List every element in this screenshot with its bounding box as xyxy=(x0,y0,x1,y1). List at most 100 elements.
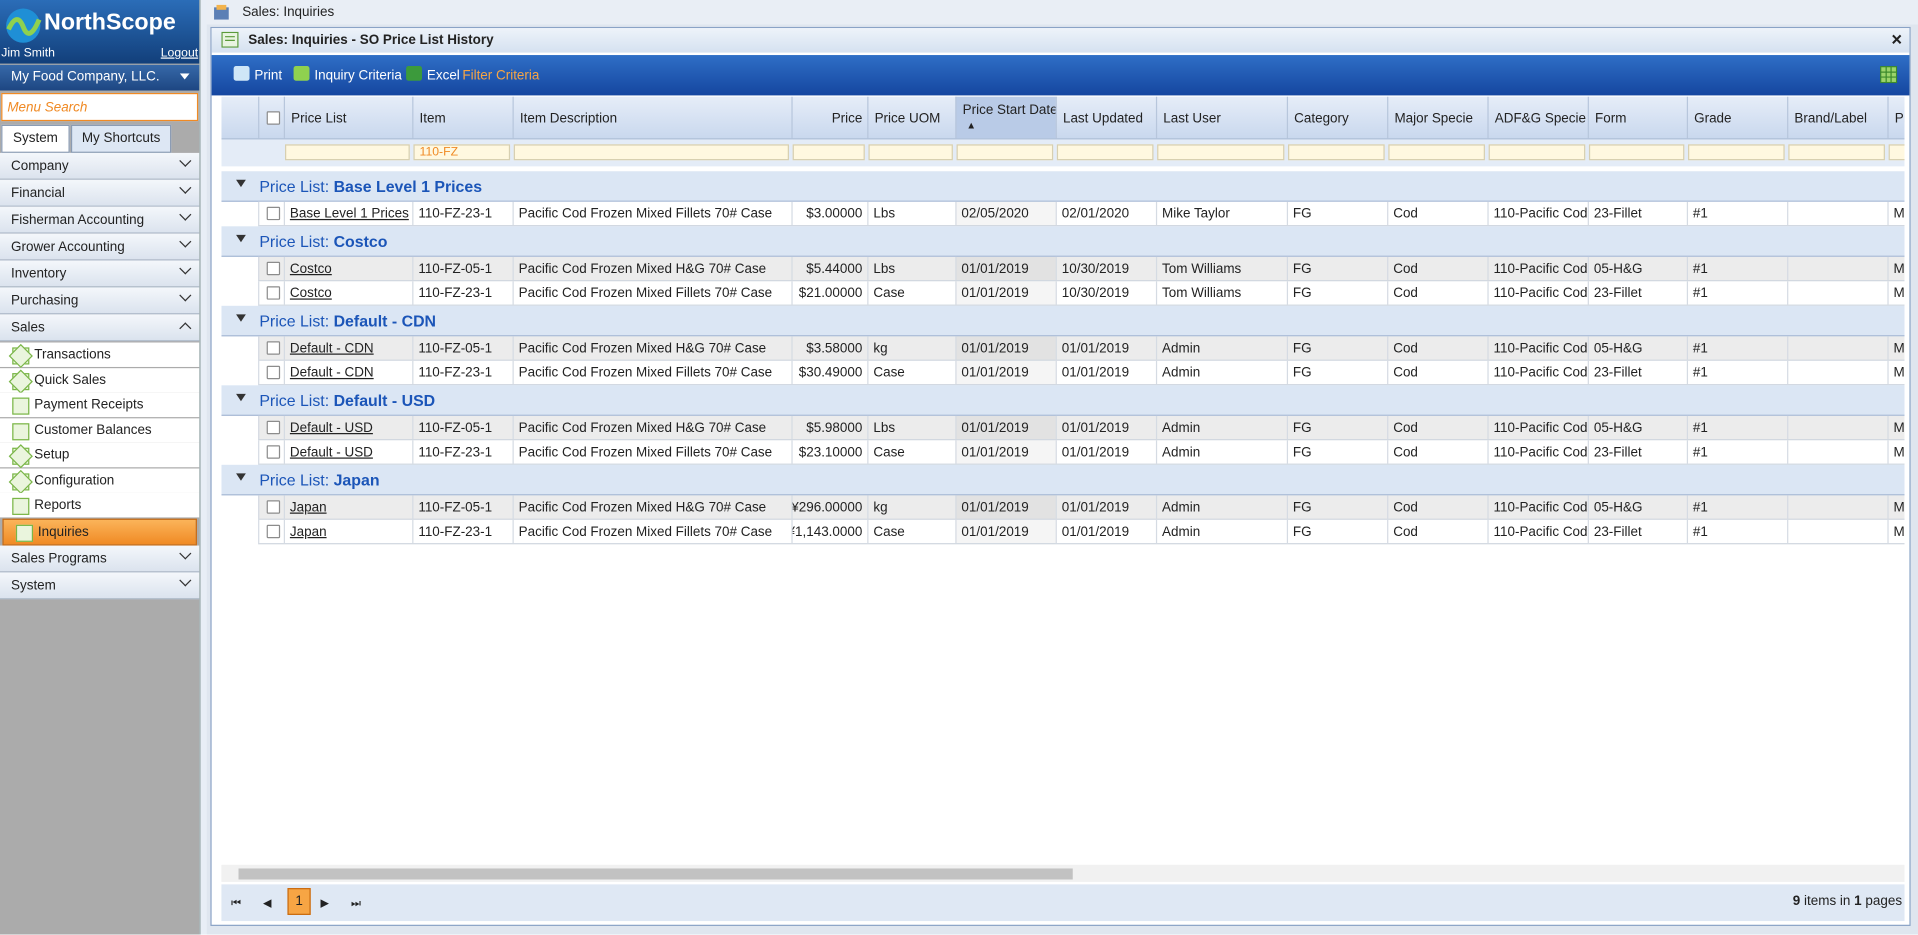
menu-item[interactable]: Sales xyxy=(0,314,200,342)
filter-input[interactable] xyxy=(1388,144,1485,161)
filter-input[interactable] xyxy=(285,144,410,161)
column-header[interactable]: Brand/Label xyxy=(1787,96,1887,139)
header-cell xyxy=(258,96,284,139)
menu-search[interactable]: Menu Search xyxy=(1,92,199,122)
column-header[interactable]: Category xyxy=(1286,96,1387,139)
first-page[interactable]: ⏮ xyxy=(231,896,242,909)
filter-input[interactable] xyxy=(868,144,953,161)
sub-menu-item[interactable]: Quick Sales xyxy=(0,367,200,394)
collapse-arrow[interactable] xyxy=(236,234,246,243)
column-header[interactable]: Price xyxy=(791,96,867,139)
column-header[interactable]: Price UOM xyxy=(867,96,955,139)
horizontal-scrollbar[interactable] xyxy=(221,864,1905,882)
filter-input[interactable] xyxy=(1888,144,1905,161)
cell-text: 110-Pacific Cod xyxy=(1493,261,1588,277)
collapse-arrow[interactable] xyxy=(236,314,246,322)
column-header[interactable]: Grade xyxy=(1686,96,1787,139)
price-list-link[interactable]: Default - USD xyxy=(289,420,373,436)
cell-text: FG xyxy=(1292,365,1312,381)
cell xyxy=(1787,360,1887,385)
column-header[interactable]: Item xyxy=(412,96,512,139)
company-select[interactable]: My Food Company, LLC. xyxy=(0,64,200,91)
filter-input[interactable] xyxy=(1288,144,1385,161)
menu-item[interactable]: Purchasing xyxy=(0,287,200,315)
row-checkbox[interactable] xyxy=(266,445,281,459)
column-header[interactable]: Major Specie xyxy=(1387,96,1487,139)
sub-menu-item[interactable]: Customer Balances xyxy=(0,417,200,443)
excel-button[interactable]: Excel xyxy=(426,68,460,84)
filter-input[interactable] xyxy=(792,144,865,161)
column-header[interactable]: Pr xyxy=(1887,96,1905,139)
row-checkbox[interactable] xyxy=(266,206,281,221)
price-list-link[interactable]: Default - USD xyxy=(289,445,373,460)
filter-input[interactable] xyxy=(1588,144,1685,161)
cell-text: FG xyxy=(1292,524,1312,540)
menu-item[interactable]: System xyxy=(0,572,200,600)
current-page[interactable]: 1 xyxy=(287,888,311,915)
row-checkbox[interactable] xyxy=(266,500,281,514)
column-header[interactable]: Price Start Date ▲ xyxy=(955,96,1056,139)
menu-item[interactable]: Company xyxy=(0,152,200,180)
collapse-arrow[interactable] xyxy=(236,179,246,188)
price-list-link[interactable]: Japan xyxy=(289,524,327,540)
price-list-link[interactable]: Base Level 1 Prices xyxy=(289,206,409,222)
select-all-checkbox[interactable] xyxy=(266,111,281,125)
sub-menu-item[interactable]: Reports xyxy=(0,492,200,518)
scroll-thumb[interactable] xyxy=(238,868,1073,880)
sub-menu-item[interactable]: Configuration xyxy=(0,467,200,494)
filter-input[interactable] xyxy=(1056,144,1154,161)
close-button[interactable]: × xyxy=(1891,29,1903,51)
price-list-link[interactable]: Costco xyxy=(289,286,332,301)
filter-input[interactable] xyxy=(1788,144,1885,161)
cell: #1 xyxy=(1686,256,1787,281)
column-header[interactable]: Form xyxy=(1587,96,1687,139)
menu-item[interactable]: Fisherman Accounting xyxy=(0,206,200,234)
inquiry-criteria-button[interactable]: Inquiry Criteria xyxy=(314,68,402,84)
filter-input[interactable] xyxy=(1488,144,1586,161)
row-checkbox[interactable] xyxy=(266,524,281,539)
cell-text: 10/30/2019 xyxy=(1061,261,1130,277)
filter-criteria-button[interactable]: Filter Criteria xyxy=(462,68,540,84)
menu-item[interactable]: Sales Programs xyxy=(0,545,200,573)
sub-menu-item[interactable]: Setup xyxy=(0,442,200,469)
collapse-arrow[interactable] xyxy=(236,393,246,402)
cell-text: Mike Taylor xyxy=(1162,206,1230,222)
collapse-arrow[interactable] xyxy=(236,473,246,481)
tab[interactable]: System xyxy=(1,124,70,153)
logout-link[interactable]: Logout xyxy=(160,46,199,60)
row-checkbox[interactable] xyxy=(266,341,281,355)
next-page[interactable]: ▶ xyxy=(320,896,329,909)
menu-item[interactable]: Financial xyxy=(0,179,200,207)
price-list-link[interactable]: Japan xyxy=(289,500,327,515)
row-checkbox[interactable] xyxy=(266,286,281,300)
price-list-link[interactable]: Default - CDN xyxy=(289,365,374,381)
column-header[interactable]: Last Updated xyxy=(1055,96,1156,139)
prev-page[interactable]: ◀ xyxy=(262,896,272,909)
last-page[interactable]: ⏭ xyxy=(351,896,361,909)
row-checkbox[interactable] xyxy=(266,261,281,276)
splitter[interactable] xyxy=(199,0,207,935)
menu-item[interactable]: Grower Accounting xyxy=(0,233,200,261)
price-list-link[interactable]: Default - CDN xyxy=(289,341,374,356)
column-header[interactable]: Last User xyxy=(1155,96,1287,139)
column-header[interactable]: ADF&G Specie xyxy=(1487,96,1587,139)
filter-input[interactable]: 110-FZ xyxy=(413,144,511,161)
price-list-link[interactable]: Costco xyxy=(289,261,332,277)
sub-menu-item[interactable]: Inquiries xyxy=(2,518,197,545)
column-header[interactable]: Price List xyxy=(283,96,412,139)
row-checkbox[interactable] xyxy=(266,365,281,380)
column-header[interactable]: Item Description xyxy=(512,96,792,139)
filter-input[interactable] xyxy=(956,144,1054,161)
row-checkbox[interactable] xyxy=(266,420,281,435)
top-title: Sales: Inquiries xyxy=(242,4,335,20)
sub-menu-item[interactable]: Transactions xyxy=(0,342,200,369)
filter-input[interactable] xyxy=(1157,144,1285,161)
print-button[interactable]: Print xyxy=(254,68,283,84)
filter-input[interactable] xyxy=(513,144,789,161)
filter-input[interactable] xyxy=(1688,144,1785,161)
column-chooser[interactable] xyxy=(1880,66,1898,84)
sub-menu-item[interactable]: Payment Receipts xyxy=(0,392,200,418)
cell-text: #1 xyxy=(1692,206,1708,222)
tab[interactable]: My Shortcuts xyxy=(70,124,172,153)
menu-item[interactable]: Inventory xyxy=(0,260,200,288)
